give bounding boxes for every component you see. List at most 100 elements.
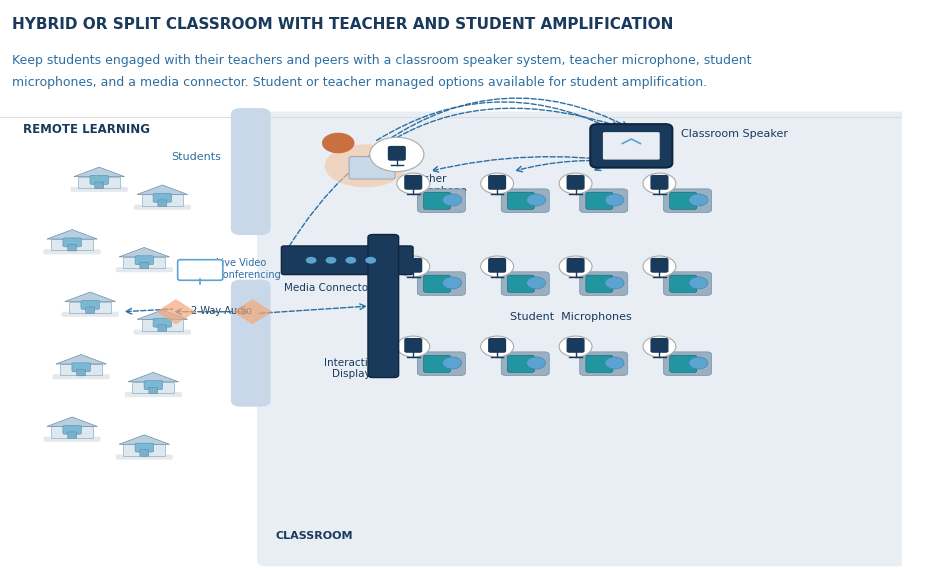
FancyBboxPatch shape bbox=[664, 189, 711, 212]
FancyBboxPatch shape bbox=[664, 272, 711, 295]
Polygon shape bbox=[124, 444, 166, 456]
FancyBboxPatch shape bbox=[418, 272, 465, 295]
FancyBboxPatch shape bbox=[115, 455, 173, 460]
FancyBboxPatch shape bbox=[134, 329, 191, 335]
Circle shape bbox=[397, 256, 430, 277]
FancyBboxPatch shape bbox=[586, 355, 613, 372]
Polygon shape bbox=[137, 185, 188, 194]
FancyBboxPatch shape bbox=[423, 355, 450, 372]
Circle shape bbox=[322, 133, 354, 153]
FancyBboxPatch shape bbox=[153, 193, 171, 202]
Circle shape bbox=[443, 357, 461, 369]
FancyBboxPatch shape bbox=[95, 182, 103, 189]
FancyBboxPatch shape bbox=[501, 272, 550, 295]
FancyBboxPatch shape bbox=[149, 387, 158, 394]
Circle shape bbox=[365, 257, 376, 264]
FancyBboxPatch shape bbox=[72, 363, 90, 372]
Circle shape bbox=[689, 357, 708, 369]
Text: Classroom Speaker: Classroom Speaker bbox=[681, 129, 788, 140]
FancyBboxPatch shape bbox=[178, 260, 223, 280]
FancyBboxPatch shape bbox=[405, 338, 422, 353]
FancyBboxPatch shape bbox=[140, 450, 149, 456]
FancyBboxPatch shape bbox=[231, 280, 271, 407]
Text: Student  Microphones: Student Microphones bbox=[510, 312, 631, 321]
FancyBboxPatch shape bbox=[591, 124, 672, 168]
FancyBboxPatch shape bbox=[579, 272, 628, 295]
FancyBboxPatch shape bbox=[508, 275, 535, 292]
FancyBboxPatch shape bbox=[670, 275, 697, 292]
FancyBboxPatch shape bbox=[71, 187, 127, 192]
Circle shape bbox=[605, 277, 624, 289]
Circle shape bbox=[643, 336, 676, 357]
Polygon shape bbox=[70, 301, 111, 313]
Polygon shape bbox=[119, 248, 169, 257]
FancyBboxPatch shape bbox=[140, 263, 149, 269]
Text: Live Video
Conferencing: Live Video Conferencing bbox=[217, 258, 281, 280]
FancyBboxPatch shape bbox=[44, 436, 100, 442]
FancyBboxPatch shape bbox=[135, 256, 153, 265]
FancyBboxPatch shape bbox=[86, 307, 95, 313]
Circle shape bbox=[443, 194, 461, 206]
FancyBboxPatch shape bbox=[53, 374, 110, 379]
Circle shape bbox=[481, 256, 513, 277]
FancyBboxPatch shape bbox=[144, 381, 163, 390]
FancyBboxPatch shape bbox=[81, 300, 100, 309]
FancyBboxPatch shape bbox=[76, 370, 86, 376]
Text: Interactive
Display: Interactive Display bbox=[324, 358, 379, 379]
Circle shape bbox=[397, 173, 430, 194]
FancyBboxPatch shape bbox=[501, 352, 550, 375]
Polygon shape bbox=[141, 319, 183, 331]
Polygon shape bbox=[73, 167, 125, 177]
Polygon shape bbox=[128, 372, 179, 382]
Circle shape bbox=[605, 357, 624, 369]
Polygon shape bbox=[56, 355, 106, 364]
FancyBboxPatch shape bbox=[508, 192, 535, 209]
FancyBboxPatch shape bbox=[349, 157, 395, 179]
Circle shape bbox=[526, 357, 546, 369]
Circle shape bbox=[481, 173, 513, 194]
FancyBboxPatch shape bbox=[566, 258, 585, 273]
FancyBboxPatch shape bbox=[158, 200, 166, 206]
FancyBboxPatch shape bbox=[405, 258, 422, 273]
Text: Keep students engaged with their teachers and peers with a classroom speaker sys: Keep students engaged with their teacher… bbox=[12, 54, 751, 67]
FancyBboxPatch shape bbox=[423, 192, 450, 209]
FancyBboxPatch shape bbox=[44, 249, 100, 255]
FancyBboxPatch shape bbox=[282, 246, 413, 275]
FancyBboxPatch shape bbox=[68, 245, 76, 251]
FancyBboxPatch shape bbox=[423, 275, 450, 292]
FancyBboxPatch shape bbox=[125, 392, 182, 397]
FancyBboxPatch shape bbox=[508, 355, 535, 372]
Circle shape bbox=[643, 256, 676, 277]
Polygon shape bbox=[124, 257, 166, 268]
FancyBboxPatch shape bbox=[664, 352, 711, 375]
FancyBboxPatch shape bbox=[90, 176, 109, 184]
Circle shape bbox=[481, 336, 513, 357]
FancyBboxPatch shape bbox=[231, 108, 271, 235]
FancyBboxPatch shape bbox=[586, 192, 613, 209]
FancyBboxPatch shape bbox=[579, 189, 628, 212]
Circle shape bbox=[397, 336, 430, 357]
Text: Students: Students bbox=[171, 152, 221, 161]
FancyBboxPatch shape bbox=[488, 175, 506, 190]
FancyBboxPatch shape bbox=[586, 275, 613, 292]
FancyBboxPatch shape bbox=[501, 189, 550, 212]
FancyBboxPatch shape bbox=[257, 112, 910, 566]
Polygon shape bbox=[60, 364, 102, 375]
Text: REMOTE LEARNING: REMOTE LEARNING bbox=[22, 123, 150, 136]
Circle shape bbox=[689, 194, 708, 206]
Text: 2-Way Audio: 2-Way Audio bbox=[192, 305, 252, 316]
Text: CLASSROOM: CLASSROOM bbox=[275, 531, 352, 541]
FancyBboxPatch shape bbox=[68, 432, 76, 438]
Polygon shape bbox=[65, 292, 115, 301]
FancyBboxPatch shape bbox=[566, 338, 585, 353]
Circle shape bbox=[326, 257, 337, 264]
FancyBboxPatch shape bbox=[566, 175, 585, 190]
Polygon shape bbox=[232, 299, 272, 324]
FancyBboxPatch shape bbox=[61, 312, 119, 317]
Polygon shape bbox=[141, 194, 183, 206]
FancyBboxPatch shape bbox=[579, 352, 628, 375]
FancyBboxPatch shape bbox=[650, 175, 669, 190]
FancyBboxPatch shape bbox=[134, 205, 191, 210]
FancyBboxPatch shape bbox=[650, 258, 669, 273]
Circle shape bbox=[643, 173, 676, 194]
